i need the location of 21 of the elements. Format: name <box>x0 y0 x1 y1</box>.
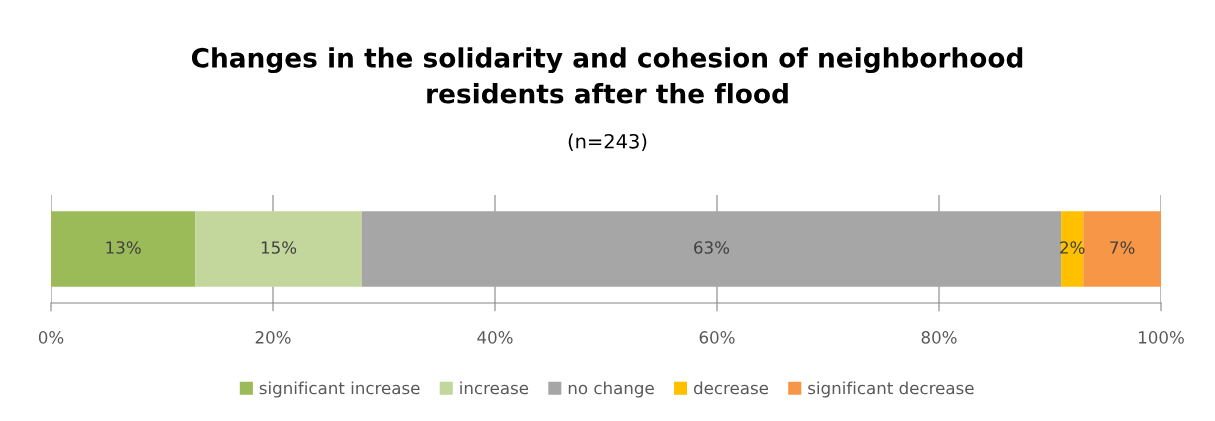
x-tick-label: 100% <box>1139 331 1184 344</box>
legend-label: significant decrease <box>808 381 974 398</box>
legend-label: no change <box>568 381 654 398</box>
data-label: 63% <box>694 241 730 254</box>
bar <box>1083 211 1161 287</box>
x-tick-label: 60% <box>699 331 735 344</box>
legend-label: increase <box>460 381 529 395</box>
legend-label: decrease <box>693 381 769 395</box>
legend-label: significant increase <box>259 381 420 398</box>
data-label: 15% <box>261 241 297 254</box>
x-tick-label: 80% <box>921 331 957 344</box>
chart-subtitle: (n=243) <box>568 133 647 151</box>
bar <box>361 211 1062 287</box>
data-label: 7% <box>1110 241 1135 254</box>
data-label: 13% <box>106 241 141 254</box>
bar <box>195 211 362 287</box>
x-tick-label: 40% <box>477 331 513 344</box>
chart-title: Changes in the solidarity and cohesion of neighborhood residents after the flood <box>191 47 1023 104</box>
bar <box>51 211 196 287</box>
x-tick-label: 20% <box>255 331 291 344</box>
x-tick-label: 0% <box>38 331 64 344</box>
